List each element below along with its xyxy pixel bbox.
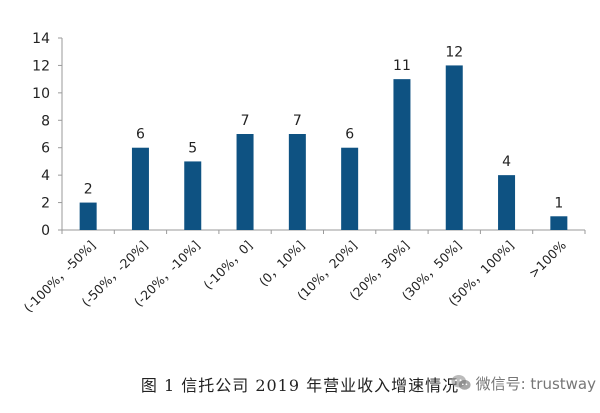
y-tick-label: 12 [32, 58, 50, 74]
bar-data-label: 7 [241, 113, 250, 129]
x-tick-label: >100% [526, 237, 569, 280]
y-tick-label: 10 [32, 86, 50, 102]
bar [445, 65, 463, 230]
bar [131, 147, 149, 230]
bar-data-label: 5 [188, 140, 197, 156]
y-tick-label: 14 [32, 31, 50, 47]
bar [393, 79, 411, 231]
bar-data-label: 1 [554, 195, 563, 211]
bar [79, 202, 97, 230]
x-tick-label: (-10%，0] [200, 238, 255, 293]
bar-data-label: 6 [136, 127, 145, 143]
y-tick-label: 6 [41, 141, 50, 157]
bar-data-label: 2 [84, 182, 93, 198]
bar [184, 161, 202, 230]
bar [550, 216, 568, 230]
bar [341, 147, 359, 230]
bar-data-label: 12 [445, 44, 463, 60]
bar [498, 175, 516, 230]
x-tick-label: (0，10%] [256, 238, 308, 290]
bar-data-label: 7 [293, 113, 302, 129]
y-tick-label: 2 [41, 196, 50, 212]
figure-caption: 图 1 信托公司 2019 年营业收入增速情况 [140, 376, 460, 395]
bar-data-label: 11 [393, 58, 411, 74]
y-tick-label: 8 [41, 113, 50, 129]
wechat-watermark: 微信号: trustway [450, 371, 596, 395]
bar-data-label: 6 [345, 127, 354, 143]
watermark-text: 微信号: trustway [475, 374, 596, 393]
y-tick-label: 4 [41, 168, 50, 184]
bar-data-label: 4 [502, 154, 511, 170]
bar [288, 134, 306, 230]
bar [236, 134, 254, 230]
wechat-icon [451, 375, 471, 390]
y-tick-label: 0 [41, 223, 50, 239]
